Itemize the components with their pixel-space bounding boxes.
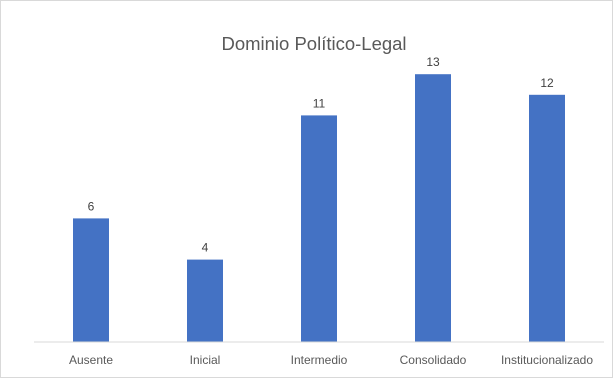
x-tick-label-consolidado: Consolidado [400, 353, 467, 367]
data-label-institucionalizado: 12 [540, 76, 554, 90]
bar-inicial [187, 260, 223, 342]
x-tick-label-intermedio: Intermedio [291, 353, 348, 367]
bar-institucionalizado [529, 95, 565, 342]
x-tick-label-ausente: Ausente [69, 353, 113, 367]
data-label-inicial: 4 [202, 241, 209, 255]
chart-title: Dominio Político-Legal [221, 33, 406, 54]
data-label-consolidado: 13 [426, 55, 440, 69]
bar-intermedio [301, 115, 337, 342]
data-label-intermedio: 11 [313, 96, 326, 110]
x-tick-labels: Ausente Inicial Intermedio Consolidado Insti… [69, 353, 593, 367]
bar-consolidado [415, 74, 451, 342]
bar-ausente [73, 218, 109, 342]
data-label-ausente: 6 [88, 199, 95, 213]
x-tick-label-institucionalizado: Institucionalizado [501, 353, 593, 367]
x-tick-label-inicial: Inicial [190, 353, 221, 367]
bars-layer [73, 74, 565, 342]
